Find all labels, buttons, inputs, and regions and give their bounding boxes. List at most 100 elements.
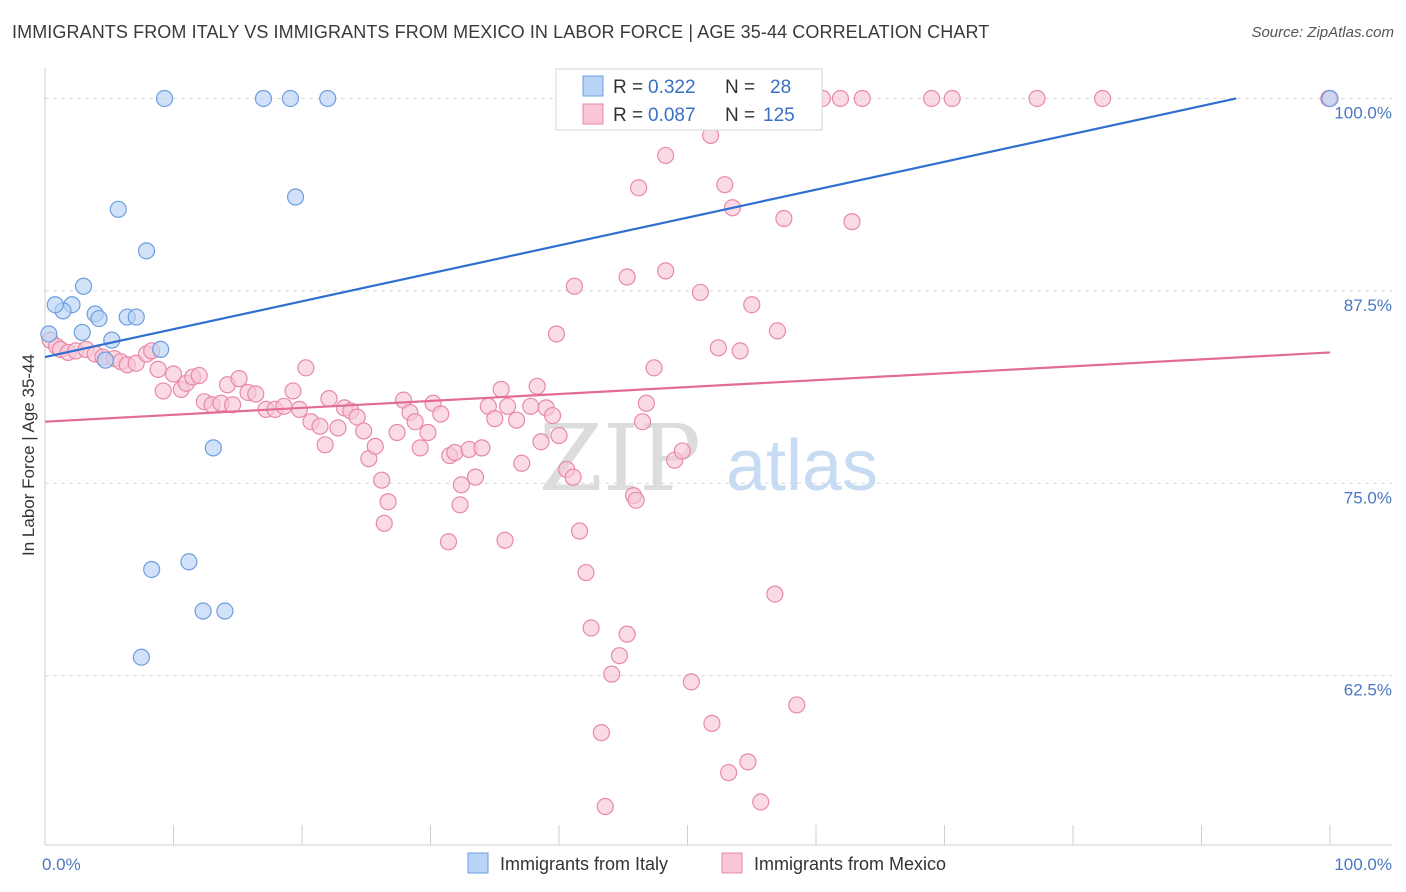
italy-point xyxy=(73,323,91,342)
mexico-point xyxy=(452,476,470,494)
mexico-point xyxy=(379,493,397,511)
tick-labels: 62.5% 75.0% 87.5% 100.0% 0.0% 100.0% xyxy=(42,103,1392,874)
mexico-point xyxy=(406,413,424,431)
mexico-point xyxy=(375,514,393,532)
mexico-point xyxy=(768,322,787,340)
mexico-point xyxy=(739,753,757,771)
mexico-point xyxy=(788,696,806,714)
italy-point xyxy=(132,648,150,666)
mexico-point xyxy=(592,724,611,742)
mexico-point xyxy=(709,339,727,357)
mexico-point xyxy=(577,563,595,582)
mexico-point xyxy=(496,531,514,549)
italy-point xyxy=(96,351,114,369)
mexico-point xyxy=(419,423,437,442)
legend-mexico-series-label: Immigrants from Mexico xyxy=(754,854,946,874)
mexico-point xyxy=(743,296,761,314)
mexico-point xyxy=(766,585,784,603)
italy-point xyxy=(281,89,300,108)
mexico-point xyxy=(775,209,793,228)
mexico-point xyxy=(627,491,645,509)
legend-series: Immigrants from Italy Immigrants from Me… xyxy=(467,852,946,874)
mexico-point xyxy=(1028,89,1046,108)
mexico-point xyxy=(682,673,700,691)
mexico-point xyxy=(657,262,675,280)
mexico-point xyxy=(610,647,628,665)
legend-italy-swatch xyxy=(582,75,604,97)
italy-point xyxy=(103,331,121,349)
mexico-point xyxy=(596,797,614,816)
legend-mexico-swatch xyxy=(582,103,604,125)
mexico-point xyxy=(657,146,675,165)
legend-mexico-r-value: 0.087 xyxy=(648,105,696,126)
legend-mexico-series-swatch xyxy=(721,852,743,874)
italy-point xyxy=(194,602,212,620)
y-tick-label: 75.0% xyxy=(1344,488,1392,507)
legend-italy-r-value: 0.322 xyxy=(648,77,696,98)
mexico-point xyxy=(320,390,338,408)
mexico-point xyxy=(373,471,391,489)
italy-point xyxy=(254,89,273,108)
y-tick-label: 100.0% xyxy=(1334,103,1392,122)
x-tick-label: 0.0% xyxy=(42,855,81,874)
mexico-point xyxy=(190,366,208,385)
mexico-point xyxy=(154,382,172,400)
legend-italy-n-label: N = xyxy=(725,77,755,98)
mexico-point xyxy=(943,89,961,108)
mexico-point xyxy=(247,385,265,403)
mexico-point xyxy=(486,410,504,428)
mexico-point xyxy=(432,405,450,423)
mexico-point xyxy=(633,413,652,431)
mexico-point xyxy=(630,179,648,197)
italy-point xyxy=(46,296,64,314)
mexico-point xyxy=(224,396,242,414)
italy-point xyxy=(137,242,156,260)
data-points xyxy=(40,89,1339,816)
mexico-point xyxy=(439,533,458,551)
mexico-point xyxy=(582,619,600,637)
mexico-point xyxy=(528,377,546,395)
mexico-point xyxy=(720,764,738,782)
x-tick-label: 100.0% xyxy=(1334,855,1392,874)
mexico-point xyxy=(388,423,406,442)
mexico-point xyxy=(284,382,302,400)
mexico-point xyxy=(297,359,315,377)
y-tick-label: 62.5% xyxy=(1344,681,1392,700)
mexico-point xyxy=(547,325,566,343)
mexico-point xyxy=(1093,89,1112,108)
mexico-point xyxy=(348,408,366,426)
chart-title: IMMIGRANTS FROM ITALY VS IMMIGRANTS FROM… xyxy=(12,22,990,42)
mexico-point xyxy=(565,277,584,295)
legend-italy-r-label: R = xyxy=(613,77,643,98)
mexico-trend-line xyxy=(44,351,1331,423)
mexico-point xyxy=(673,442,691,460)
italy-point xyxy=(286,188,305,206)
zipatlas-watermark: ZIP atlas xyxy=(539,405,878,512)
legend-italy-series-swatch xyxy=(467,852,489,874)
mexico-point xyxy=(543,406,562,425)
italy-point xyxy=(127,308,145,326)
italy-point xyxy=(109,200,127,218)
source-credit: Source: ZipAtlas.com xyxy=(1251,24,1394,41)
mexico-point xyxy=(522,397,540,415)
mexico-point xyxy=(466,468,485,486)
mexico-point xyxy=(831,89,850,108)
mexico-point xyxy=(329,419,347,437)
legend-mexico-n-value: 125 xyxy=(763,105,795,126)
axes xyxy=(44,68,1392,846)
legend-italy-n-value: 28 xyxy=(770,77,791,98)
mexico-point xyxy=(843,213,861,231)
mexico-point xyxy=(618,625,636,643)
mexico-point xyxy=(492,380,510,398)
mexico-point xyxy=(752,793,770,811)
mexico-point xyxy=(716,176,734,194)
mexico-point xyxy=(507,411,526,429)
italy-point xyxy=(152,340,170,358)
legend-mexico-r-label: R = xyxy=(613,105,643,126)
mexico-point xyxy=(149,360,167,378)
italy-point xyxy=(40,325,58,343)
mexico-point xyxy=(564,468,582,486)
italy-trend-line xyxy=(44,97,1237,359)
mexico-point xyxy=(603,665,621,683)
